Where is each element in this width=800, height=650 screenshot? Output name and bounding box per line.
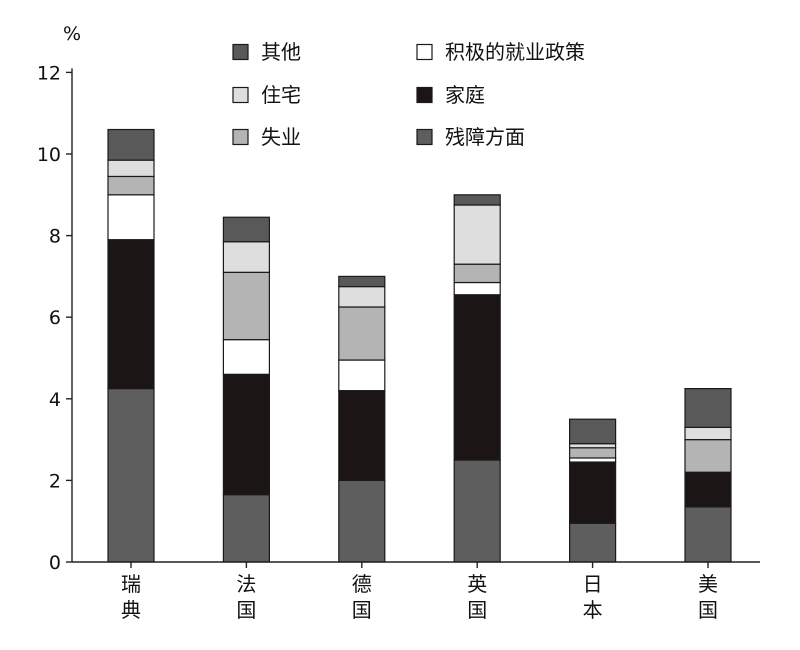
x-category-label: 法 bbox=[236, 572, 256, 596]
x-category-label: 本 bbox=[583, 598, 603, 622]
bar-segment bbox=[568, 522, 617, 563]
y-tick-label: 8 bbox=[49, 226, 61, 248]
legend-swatch bbox=[232, 86, 249, 104]
bar-segment bbox=[107, 239, 155, 390]
x-category-label: 日 bbox=[583, 572, 603, 596]
bar-segment bbox=[684, 426, 732, 441]
bar-segment bbox=[222, 494, 270, 563]
bar-segment bbox=[338, 306, 386, 361]
legend-label: 家庭 bbox=[445, 83, 485, 107]
bar-stack bbox=[338, 275, 386, 563]
bar-segment bbox=[684, 471, 732, 508]
bar-segment bbox=[222, 241, 270, 273]
bar-segment bbox=[453, 194, 501, 206]
bar-segment bbox=[107, 388, 155, 563]
legend-item: 积极的就业政策 bbox=[416, 40, 585, 64]
bar-segment bbox=[222, 271, 270, 341]
bar-segment bbox=[222, 216, 270, 243]
bar-stack bbox=[568, 418, 617, 563]
bar-segment bbox=[568, 418, 617, 445]
x-category-label: 典 bbox=[121, 598, 141, 622]
legend-swatch bbox=[416, 43, 433, 61]
bar-segment bbox=[338, 390, 386, 482]
y-tick-label: 0 bbox=[49, 552, 61, 574]
legend-item: 家庭 bbox=[416, 83, 485, 107]
bar-segment bbox=[453, 281, 501, 296]
bar-stack bbox=[684, 388, 732, 563]
y-tick-label: 4 bbox=[49, 389, 61, 411]
bar-stack bbox=[453, 194, 501, 563]
y-axis-unit-label: % bbox=[63, 23, 81, 45]
x-category-label: 德 bbox=[352, 572, 372, 596]
bar-segment bbox=[453, 294, 501, 461]
bar-segment bbox=[453, 459, 501, 563]
x-category-label: 国 bbox=[467, 598, 487, 622]
legend-item: 住宅 bbox=[232, 83, 301, 107]
legend-swatch bbox=[232, 43, 249, 61]
bar-segment bbox=[568, 457, 617, 463]
bar-segment bbox=[684, 506, 732, 563]
x-category-label: 美 bbox=[698, 572, 718, 596]
y-axis: 0 2 4 6 8 10 12 bbox=[37, 62, 73, 574]
bar-stack bbox=[222, 216, 270, 563]
bar-segment bbox=[338, 479, 386, 563]
bar-segment bbox=[338, 359, 386, 392]
y-tick-label: 10 bbox=[37, 144, 61, 166]
x-category-label: 瑞 bbox=[121, 572, 141, 596]
bar-segment bbox=[107, 175, 155, 196]
bar-segment bbox=[222, 339, 270, 375]
legend-swatch bbox=[232, 128, 249, 146]
bar-segment bbox=[453, 204, 501, 265]
legend-item: 失业 bbox=[232, 125, 301, 149]
y-tick-label: 6 bbox=[49, 307, 61, 329]
legend-label: 积极的就业政策 bbox=[445, 40, 585, 64]
bar-stack bbox=[107, 128, 155, 563]
bar-segment bbox=[107, 128, 155, 161]
legend-label: 残障方面 bbox=[445, 125, 525, 149]
legend-swatch bbox=[416, 128, 433, 146]
bar-segment bbox=[568, 447, 617, 459]
bars bbox=[107, 128, 732, 563]
y-tick-label: 12 bbox=[37, 62, 61, 84]
bar-segment bbox=[222, 373, 270, 496]
bar-segment bbox=[107, 159, 155, 178]
legend-item: 其他 bbox=[232, 40, 301, 64]
legend-swatch bbox=[416, 86, 433, 104]
bar-segment bbox=[568, 461, 617, 524]
x-category-label: 国 bbox=[698, 598, 718, 622]
legend-label: 住宅 bbox=[261, 83, 301, 107]
bar-segment bbox=[453, 263, 501, 284]
bar-segment bbox=[338, 286, 386, 308]
bar-segment bbox=[107, 194, 155, 241]
bar-segment bbox=[684, 439, 732, 473]
legend-item: 残障方面 bbox=[416, 125, 525, 149]
bar-segment bbox=[568, 443, 617, 449]
legend-label: 其他 bbox=[261, 40, 301, 64]
y-tick-label: 2 bbox=[49, 470, 61, 492]
x-category-label: 英 bbox=[467, 572, 487, 596]
bar-segment bbox=[684, 388, 732, 428]
x-category-label: 国 bbox=[236, 598, 256, 622]
legend-label: 失业 bbox=[261, 125, 301, 149]
bar-segment bbox=[338, 275, 386, 288]
x-category-label: 国 bbox=[352, 598, 372, 622]
